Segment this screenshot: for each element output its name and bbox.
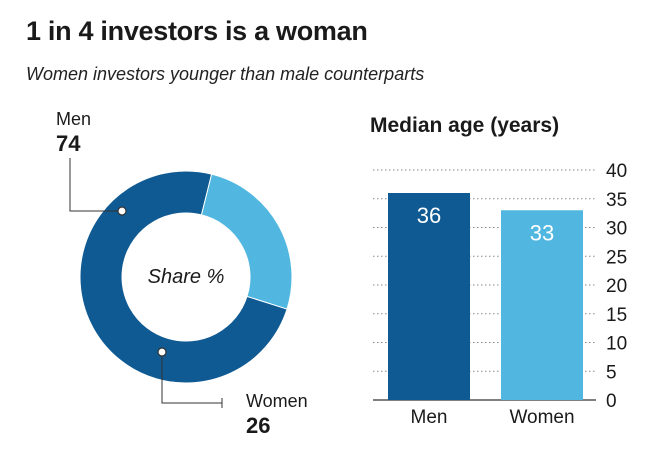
donut-slice-women xyxy=(200,173,293,310)
men-callout: Men 74 xyxy=(56,109,127,216)
bar-men xyxy=(388,193,470,400)
donut-slice-men xyxy=(79,170,288,384)
men-callout-dot xyxy=(117,206,127,216)
men-slice-label: Men xyxy=(56,109,91,129)
bar-chart-title: Median age (years) xyxy=(370,114,559,137)
bar-chart: Median age (years) 0 5 10 15 20 25 30 35 40 36 33… xyxy=(370,114,627,428)
chart-subtitle: Women investors younger than male counte… xyxy=(26,64,425,84)
donut-center-label: Share % xyxy=(148,266,225,288)
bar-value-label: 33 xyxy=(530,220,554,245)
y-tick-label: 35 xyxy=(606,190,627,211)
y-tick-label: 5 xyxy=(606,362,617,383)
y-tick-label: 15 xyxy=(606,305,627,326)
men-leader-line xyxy=(69,158,122,212)
women-slice-label: Women xyxy=(246,391,308,411)
women-callout: Women 26 xyxy=(157,347,308,438)
donut-chart: Share % Men 74 Women 26 xyxy=(56,109,308,438)
y-tick-label: 20 xyxy=(606,276,627,297)
y-tick-label: 0 xyxy=(606,391,617,412)
y-tick-label: 30 xyxy=(606,219,627,240)
men-slice-value: 74 xyxy=(56,131,81,156)
x-category-label: Men xyxy=(411,407,448,428)
chart-title: 1 in 4 investors is a woman xyxy=(26,16,368,46)
women-leader-line xyxy=(161,352,222,404)
y-tick-label: 25 xyxy=(606,247,627,268)
y-tick-label: 10 xyxy=(606,334,627,355)
bar-women xyxy=(501,210,583,400)
x-category-label: Women xyxy=(509,407,574,428)
women-slice-value: 26 xyxy=(246,413,270,438)
bar-value-label: 36 xyxy=(417,203,441,228)
women-callout-dot xyxy=(157,347,167,357)
y-tick-label: 40 xyxy=(606,161,627,182)
